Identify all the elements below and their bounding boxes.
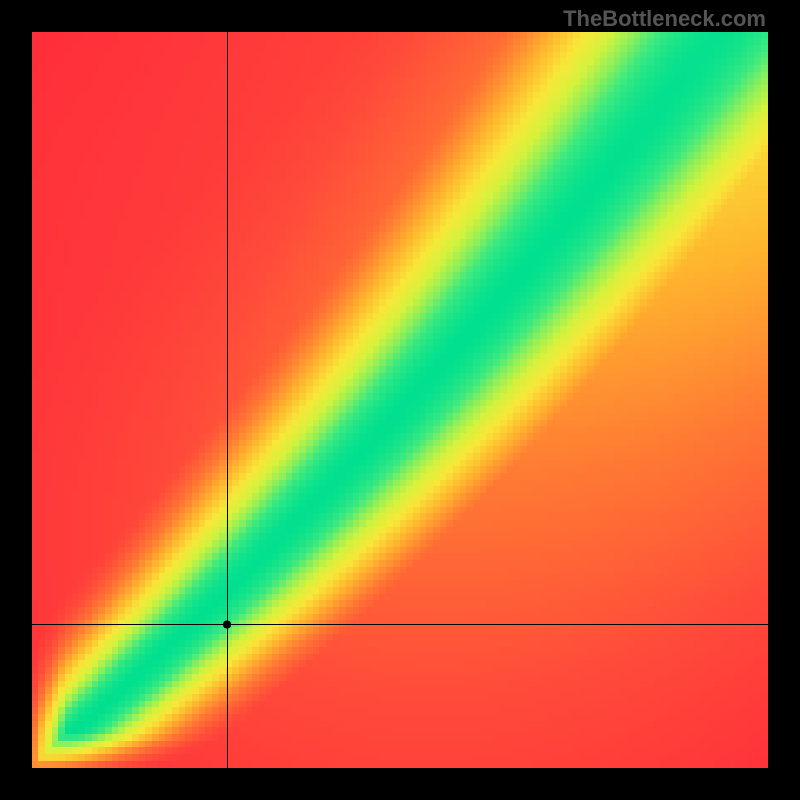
container: TheBottleneck.com bbox=[0, 0, 800, 800]
bottleneck-heatmap bbox=[32, 32, 768, 768]
watermark-text: TheBottleneck.com bbox=[563, 6, 766, 32]
